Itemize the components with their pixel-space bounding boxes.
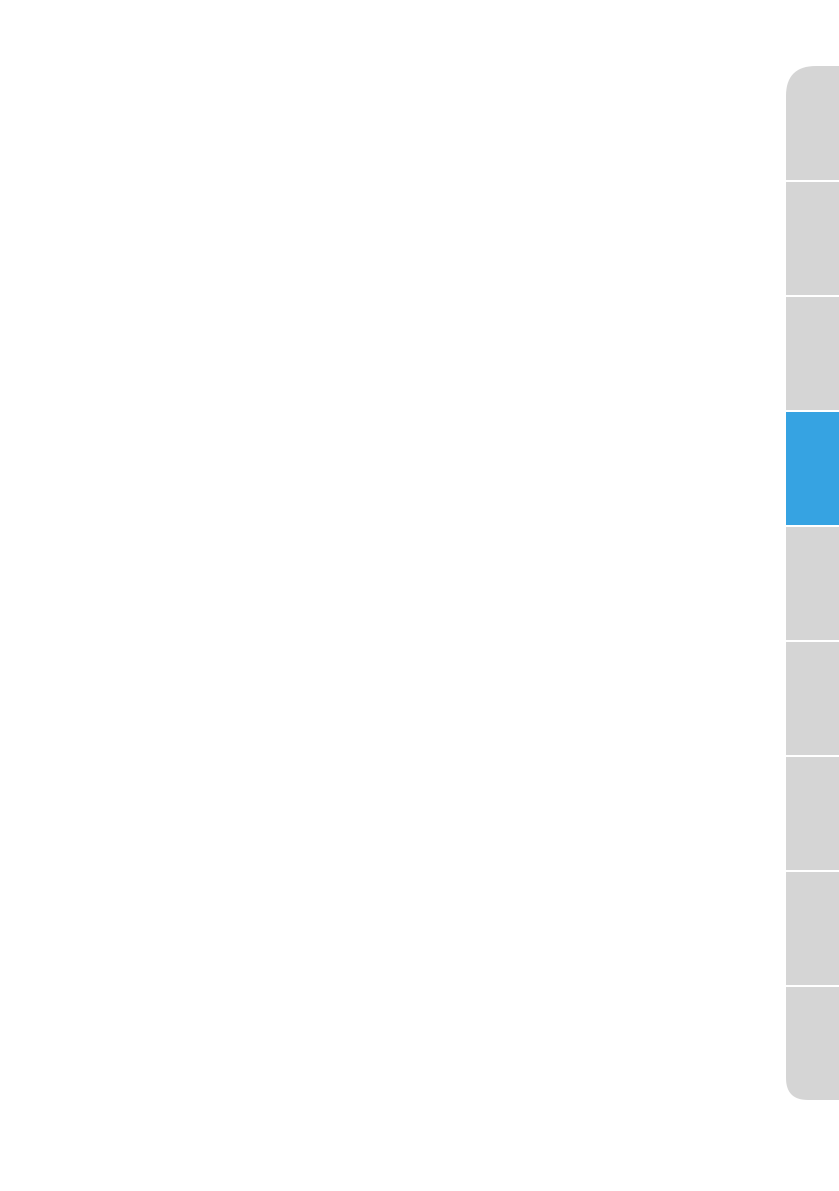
tab-active[interactable] — [786, 412, 839, 525]
tab[interactable] — [786, 182, 839, 295]
tab[interactable] — [786, 987, 839, 1100]
tab[interactable] — [786, 757, 839, 870]
tab[interactable] — [786, 872, 839, 985]
tab[interactable] — [786, 642, 839, 755]
tab[interactable] — [786, 297, 839, 410]
tab[interactable] — [786, 66, 839, 180]
tab[interactable] — [786, 527, 839, 640]
